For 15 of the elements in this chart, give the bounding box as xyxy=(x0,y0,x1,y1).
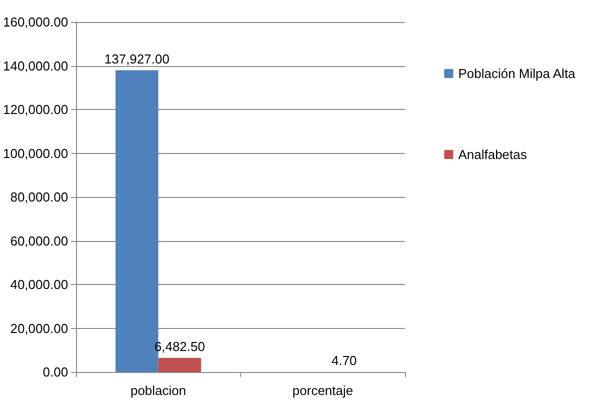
x-tick-label: porcentaje xyxy=(292,383,354,398)
legend-label: Analfabetas xyxy=(458,147,528,162)
x-tick-label: poblacion xyxy=(130,383,186,398)
y-tick-label: 120,000.00 xyxy=(2,102,68,117)
y-tick-label: 40,000.00 xyxy=(10,277,68,292)
data-label: 137,927.00 xyxy=(104,51,170,66)
y-tick-label: 100,000.00 xyxy=(2,146,68,161)
y-tick-label: 140,000.00 xyxy=(2,58,68,74)
y-tick-label: 20,000.00 xyxy=(10,320,68,336)
data-label: 4.70 xyxy=(331,352,357,368)
y-tick-label: 60,000.00 xyxy=(10,233,68,248)
legend-label: Población Milpa Alta xyxy=(458,66,576,81)
y-tick-label: 80,000.00 xyxy=(10,190,68,204)
y-tick-label: 160,000.00 xyxy=(2,14,68,30)
y-tick-label: 0.00 xyxy=(42,364,68,380)
